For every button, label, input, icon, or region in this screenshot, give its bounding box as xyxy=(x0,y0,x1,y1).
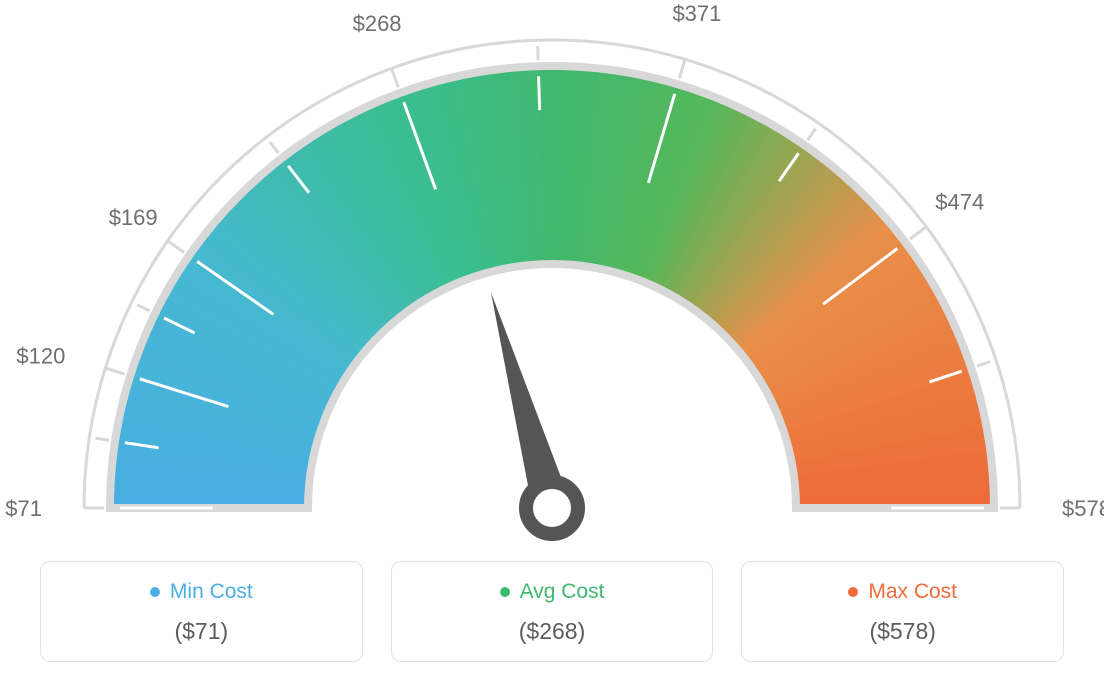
max-cost-title-text: Max Cost xyxy=(868,580,957,604)
max-cost-card: Max Cost ($578) xyxy=(741,561,1064,662)
svg-text:$578: $578 xyxy=(1062,496,1104,521)
max-cost-title: Max Cost xyxy=(848,580,957,604)
svg-text:$71: $71 xyxy=(5,496,42,521)
dot-icon xyxy=(500,587,510,597)
avg-cost-title-text: Avg Cost xyxy=(520,580,605,604)
gauge-chart: $71 $120 $169 $268 $371 $474 $578 xyxy=(0,0,1104,560)
min-cost-title: Min Cost xyxy=(150,580,253,604)
max-cost-value: ($578) xyxy=(752,618,1053,645)
min-cost-value: ($71) xyxy=(51,618,352,645)
legend-cards: Min Cost ($71) Avg Cost ($268) Max Cost … xyxy=(40,561,1064,662)
svg-text:$120: $120 xyxy=(16,344,65,369)
avg-cost-title: Avg Cost xyxy=(500,580,605,604)
svg-text:$474: $474 xyxy=(935,190,984,215)
min-cost-card: Min Cost ($71) xyxy=(40,561,363,662)
svg-text:$169: $169 xyxy=(109,205,158,230)
svg-text:$268: $268 xyxy=(353,11,402,36)
avg-cost-value: ($268) xyxy=(402,618,703,645)
min-cost-title-text: Min Cost xyxy=(170,580,253,604)
dot-icon xyxy=(150,587,160,597)
avg-cost-card: Avg Cost ($268) xyxy=(391,561,714,662)
svg-text:$371: $371 xyxy=(672,1,721,26)
dot-icon xyxy=(848,587,858,597)
